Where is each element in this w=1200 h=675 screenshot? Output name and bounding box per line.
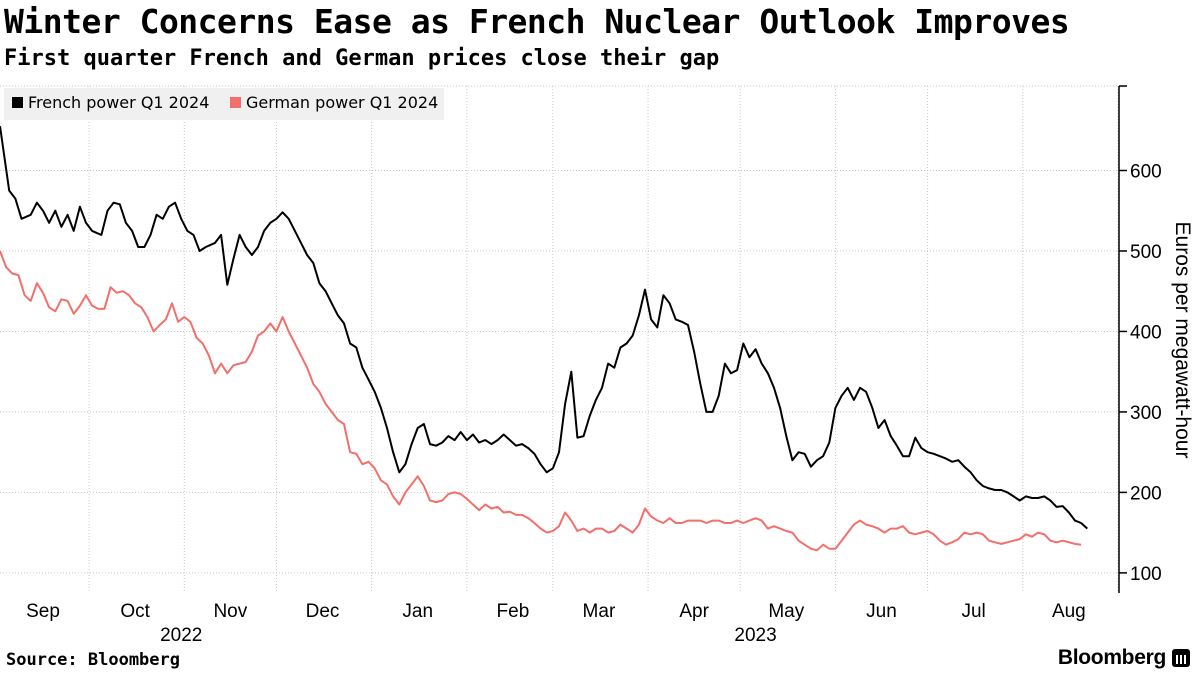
- x-year-label: 2023: [734, 625, 776, 646]
- brand-name: Bloomberg: [1057, 646, 1166, 669]
- legend-swatch: [12, 97, 23, 108]
- series-lines: [0, 126, 1088, 552]
- y-tick-label: 100: [1130, 564, 1162, 585]
- y-tick-label: 500: [1130, 242, 1162, 263]
- gridlines: [0, 85, 1119, 593]
- french-power-line: [0, 126, 1088, 530]
- source-note: Source: Bloomberg: [6, 650, 180, 670]
- legend-label: German power Q1 2024: [246, 93, 438, 112]
- legend-label: French power Q1 2024: [28, 93, 209, 112]
- x-month-label: Jun: [866, 601, 897, 622]
- x-year-label: 2022: [160, 625, 202, 646]
- chart-title: Winter Concerns Ease as French Nuclear O…: [4, 2, 1070, 41]
- legend: French power Q1 2024 German power Q1 2024: [4, 88, 444, 120]
- x-month-label: May: [768, 601, 804, 622]
- x-month-label: Apr: [679, 601, 709, 622]
- german-power-line: [0, 250, 1082, 552]
- x-month-label: Oct: [120, 601, 150, 622]
- y-tick-label: 200: [1130, 483, 1162, 504]
- x-axis: Sep Oct Nov Dec Jan Feb Mar Apr May Jun Jul Aug 2022…: [26, 601, 1086, 646]
- x-month-label: Nov: [213, 601, 247, 622]
- chart-subtitle: First quarter French and German prices c…: [4, 46, 720, 71]
- bloomberg-terminal-icon: [1172, 649, 1190, 667]
- x-month-label: Jan: [402, 601, 433, 622]
- x-month-label: Mar: [583, 601, 616, 622]
- legend-swatch: [230, 97, 241, 108]
- legend-background: [4, 88, 444, 120]
- y-axis-title: Euros per megawatt-hour: [1171, 222, 1194, 459]
- x-month-label: Dec: [306, 601, 340, 622]
- y-axis: 100 200 300 400 500 600 Euros per megawatt-hou…: [1118, 85, 1194, 593]
- x-month-label: Sep: [26, 601, 60, 622]
- x-month-label: Feb: [497, 601, 530, 622]
- x-month-label: Aug: [1052, 601, 1086, 622]
- y-tick-label: 600: [1130, 162, 1162, 183]
- x-month-label: Jul: [961, 601, 985, 622]
- bloomberg-logo: Bloomberg: [1058, 646, 1190, 670]
- y-tick-label: 300: [1130, 403, 1162, 424]
- y-tick-label: 400: [1130, 322, 1162, 343]
